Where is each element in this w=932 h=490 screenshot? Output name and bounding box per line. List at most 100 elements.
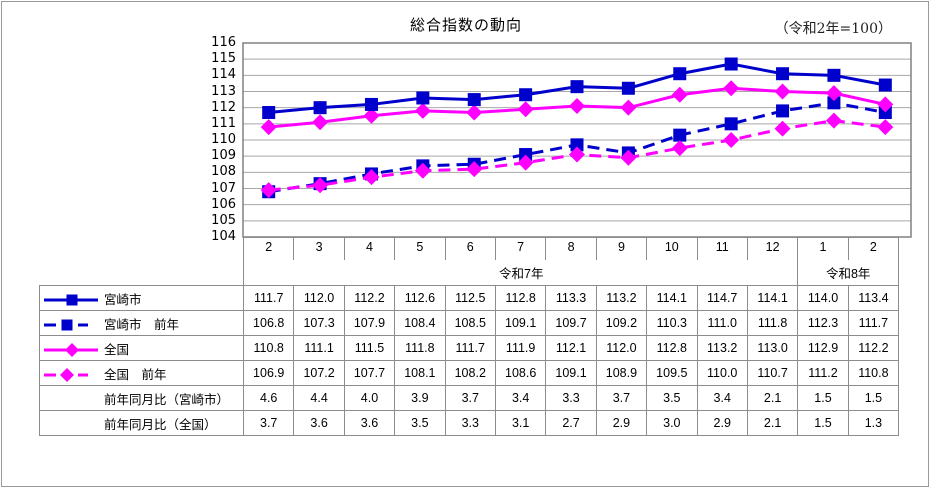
month-label: 2 [242, 237, 295, 260]
y-tick-label: 116 [211, 35, 236, 50]
legend-square-marker-icon [42, 293, 100, 307]
value-cell: 109.1 [494, 310, 547, 336]
month-label: 4 [343, 237, 396, 260]
y-tick-label: 114 [211, 67, 236, 83]
value-cell: 112.9 [797, 335, 849, 361]
value-cell: 113.4 [847, 285, 900, 311]
value-cell: 1.5 [847, 385, 900, 411]
square-marker-icon [878, 106, 892, 120]
value-cell: 113.2 [696, 335, 748, 361]
y-tick-label: 115 [211, 51, 236, 67]
square-marker-icon [673, 67, 687, 81]
row-label: 前年同月比（全国） [39, 410, 244, 436]
value-cell: 3.7 [595, 385, 648, 411]
diamond-marker-icon [877, 119, 894, 136]
value-cell: 3.0 [646, 410, 698, 436]
y-tick-label: 108 [211, 164, 236, 180]
square-marker-icon [878, 78, 892, 92]
y-tick-label: 106 [211, 196, 236, 212]
square-marker-icon [467, 93, 481, 107]
row-label-text: 全国 前年 [104, 367, 167, 382]
square-marker-icon [313, 101, 327, 115]
diamond-marker-icon [620, 99, 637, 116]
value-cell: 106.9 [242, 360, 295, 386]
value-cell: 111.8 [746, 310, 799, 336]
value-cell: 2.9 [595, 410, 648, 436]
value-cell: 114.7 [696, 285, 748, 311]
square-marker-icon [827, 96, 841, 110]
square-marker-icon [776, 104, 790, 118]
diamond-marker-icon [877, 96, 894, 113]
value-cell: 114.0 [797, 285, 849, 311]
value-cell: 2.1 [746, 410, 799, 436]
table-row: 前年同月比（宮崎市） 4.6 4.4 4.0 3.9 3.7 3.4 3.3 3.7 3.5 3.4… [39, 385, 900, 411]
value-cell: 112.3 [797, 310, 849, 336]
table-corner [39, 259, 244, 286]
value-cell: 110.8 [847, 360, 900, 386]
y-tick-label: 105 [211, 212, 236, 228]
value-cell: 111.1 [293, 335, 345, 361]
value-cell: 3.4 [494, 385, 547, 411]
value-cell: 3.3 [444, 410, 496, 436]
diamond-marker-icon [825, 112, 842, 129]
value-cell: 113.0 [746, 335, 799, 361]
value-cell: 111.2 [797, 360, 849, 386]
row-label: 全国 前年 [39, 360, 244, 386]
value-cell: 4.4 [293, 385, 345, 411]
month-label: 9 [595, 237, 648, 260]
value-cell: 113.2 [595, 285, 648, 311]
value-cell: 114.1 [646, 285, 698, 311]
value-cell: 111.5 [343, 335, 396, 361]
square-marker-icon [621, 81, 635, 95]
diamond-marker-icon [774, 83, 791, 100]
diamond-marker-icon [414, 102, 431, 119]
month-label: 11 [696, 237, 748, 260]
month-label: 5 [394, 237, 446, 260]
table-row: 全国 前年 106.9 107.2 107.7 108.1 108.2 108.6 109.1… [39, 360, 900, 386]
value-cell: 3.5 [646, 385, 698, 411]
value-cell: 108.9 [595, 360, 648, 386]
square-marker-icon [776, 67, 790, 81]
diamond-marker-icon [723, 132, 740, 148]
diamond-marker-icon [312, 177, 329, 194]
legend-diamond-marker-icon [42, 368, 100, 383]
row-label: 宮崎市 [39, 285, 244, 311]
square-marker-icon [724, 57, 738, 71]
row-label-text: 全国 [104, 342, 130, 357]
table-row: 宮崎市 前年 106.8 107.3 107.9 108.4 108.5 109.1 109.… [39, 310, 900, 336]
value-cell: 110.0 [696, 360, 748, 386]
row-label: 宮崎市 前年 [39, 310, 244, 336]
value-cell: 107.3 [293, 310, 345, 336]
value-cell: 112.8 [494, 285, 547, 311]
diamond-marker-icon [363, 107, 380, 124]
square-marker-icon [570, 80, 584, 94]
value-cell: 113.3 [545, 285, 597, 311]
square-marker-icon [673, 128, 687, 142]
value-cell: 108.5 [444, 310, 496, 336]
value-cell: 3.5 [394, 410, 446, 436]
value-cell: 3.7 [444, 385, 496, 411]
diamond-marker-icon [517, 101, 534, 118]
value-cell: 109.7 [545, 310, 597, 336]
value-cell: 112.0 [293, 285, 345, 311]
square-marker-icon [827, 68, 841, 82]
square-marker-icon [519, 88, 533, 102]
value-cell: 2.1 [746, 385, 799, 411]
diamond-marker-icon [260, 182, 277, 199]
square-marker-icon [416, 91, 430, 105]
table-corner [39, 237, 244, 260]
row-label: 前年同月比（宮崎市） [39, 385, 244, 411]
value-cell: 114.1 [746, 285, 799, 311]
value-cell: 109.2 [595, 310, 648, 336]
value-cell: 112.5 [444, 285, 496, 311]
month-label: 12 [746, 237, 799, 260]
value-cell: 111.9 [494, 335, 547, 361]
value-cell: 107.9 [343, 310, 396, 336]
value-cell: 112.0 [595, 335, 648, 361]
month-label: 7 [494, 237, 547, 260]
value-cell: 3.1 [494, 410, 547, 436]
table-row: 全国 110.8 111.1 111.5 111.8 111.7 111.9 112.1 112… [39, 335, 900, 361]
diamond-marker-icon [620, 149, 637, 166]
